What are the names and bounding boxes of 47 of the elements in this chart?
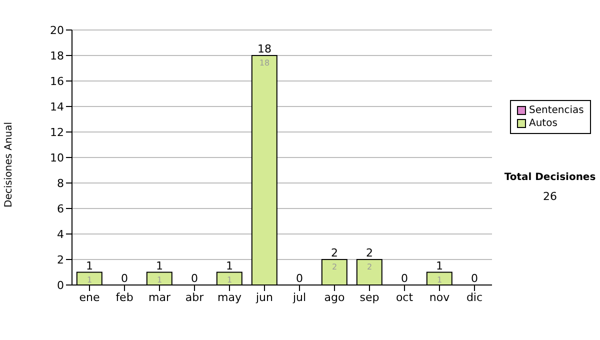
x-tick-label: mar: [148, 290, 171, 304]
data-label: 2: [332, 262, 338, 272]
y-tick-label: 8: [57, 176, 64, 190]
x-tick-label: ago: [324, 290, 345, 304]
data-label: 1: [226, 275, 232, 284]
x-tick-label: jul: [292, 290, 306, 304]
x-tick-label: oct: [396, 290, 414, 304]
data-label: 18: [259, 58, 270, 68]
y-tick-label: 2: [57, 253, 64, 266]
data-label: 2: [366, 262, 372, 272]
y-tick-label: 20: [50, 24, 64, 37]
x-tick-label: nov: [429, 290, 450, 304]
total-label: 2: [366, 246, 373, 260]
y-tick-label: 6: [57, 202, 64, 216]
total-label: 0: [191, 272, 198, 285]
x-tick-label: ene: [79, 290, 100, 304]
x-tick-label: jun: [255, 290, 274, 304]
total-label: 0: [121, 272, 128, 285]
y-tick-label: 14: [50, 100, 64, 114]
legend-label: Autos: [528, 117, 558, 130]
total-label: 1: [436, 259, 443, 272]
y-tick-label: 10: [50, 151, 64, 164]
total-label: 1: [86, 259, 93, 272]
x-tick-label: feb: [116, 290, 134, 304]
y-axis-title: Decisiones Anual: [4, 122, 15, 208]
text: 26: [542, 190, 558, 203]
y-tick-label: 18: [50, 49, 64, 62]
y-tick-label: 12: [50, 126, 64, 139]
data-label: 1: [156, 275, 162, 284]
data-label: 1: [436, 275, 442, 284]
total-label: 2: [331, 246, 338, 260]
legend-label: Sentencias: [528, 104, 584, 117]
data-label: 1: [86, 275, 92, 284]
y-tick-label: 4: [57, 228, 64, 241]
y-tick-label: 16: [50, 74, 64, 88]
x-tick-label: may: [218, 290, 242, 304]
y-tick-label: 0: [57, 278, 64, 292]
x-tick-label: abr: [185, 290, 204, 304]
x-tick-label: dic: [466, 290, 483, 304]
total-label: 0: [296, 272, 303, 285]
total-label: 1: [156, 259, 163, 272]
total-label: 1: [226, 259, 233, 272]
total-label: 0: [471, 272, 478, 285]
x-tick-label: sep: [360, 290, 380, 304]
total-label: 0: [401, 272, 408, 285]
text: Total Decisiones: [503, 172, 597, 183]
total-label: 18: [258, 42, 272, 56]
